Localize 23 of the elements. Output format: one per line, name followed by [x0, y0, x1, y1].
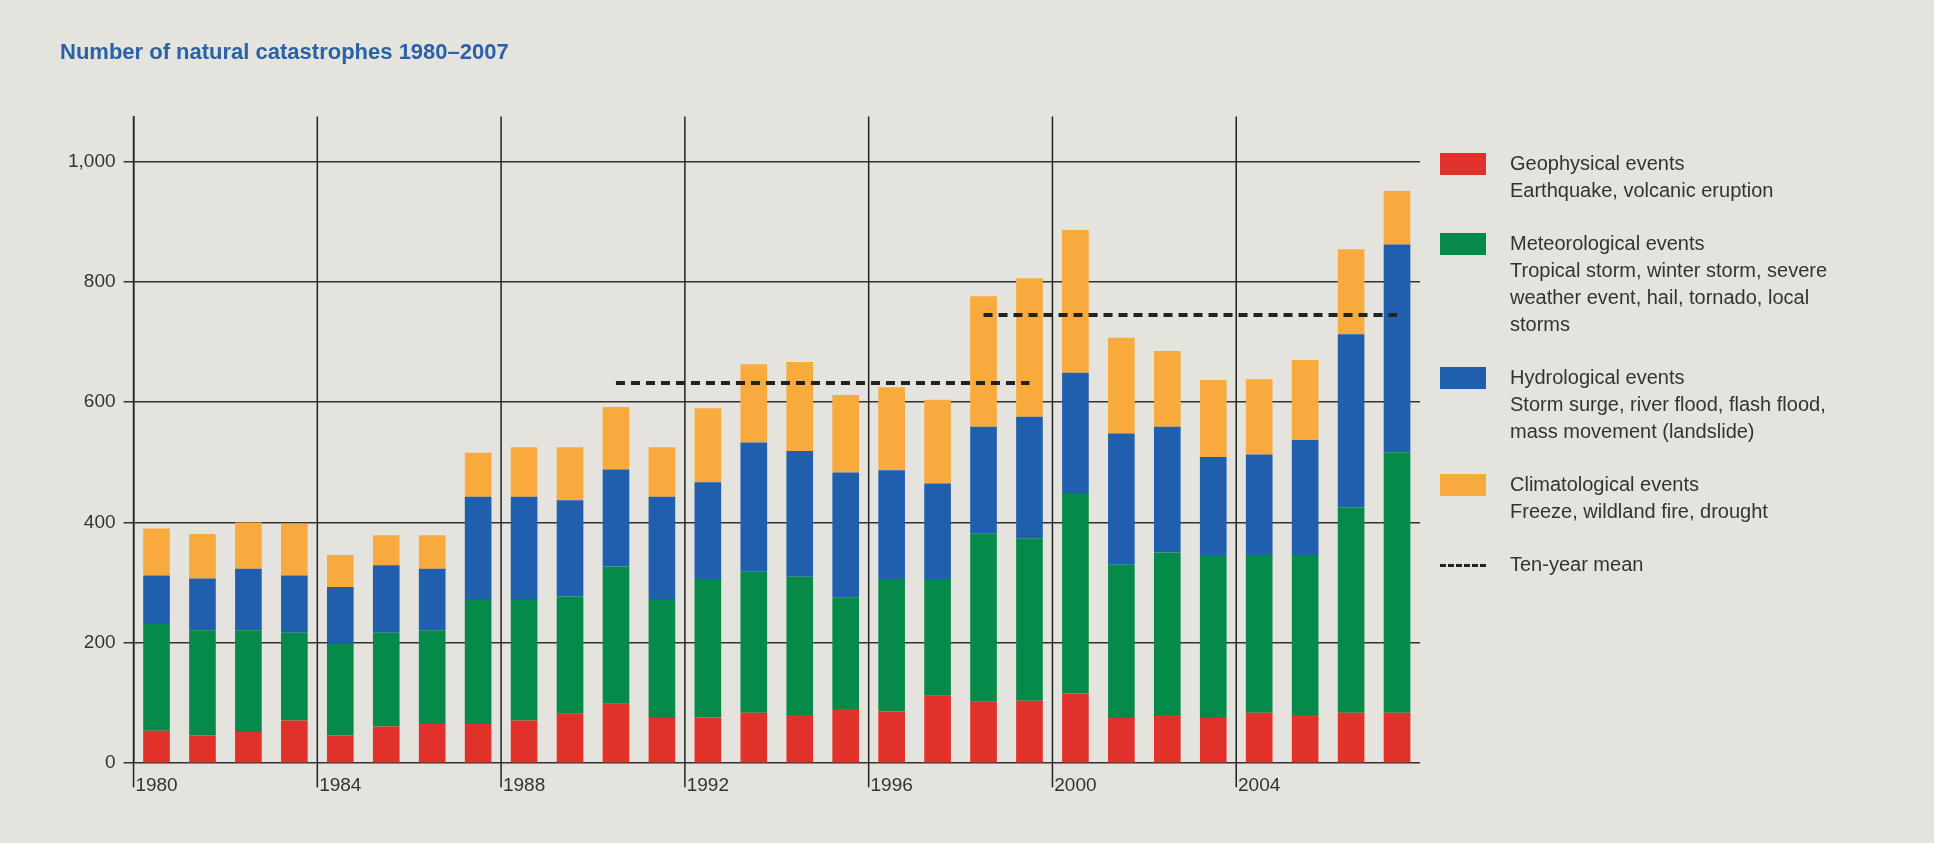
y-tick-label: 600	[83, 390, 116, 412]
text: Tropical storm, winter storm, severe weather event, hail, tornado, local storms	[1510, 258, 1829, 337]
x-tick-label: 1996	[870, 773, 913, 795]
x-tick-label: 1980	[135, 773, 178, 795]
legend-label: Climatological events	[1510, 472, 1700, 497]
y-tick-label: 400	[83, 510, 116, 532]
legend-label: Meteorological events	[1510, 231, 1706, 256]
x-tick-label: 1992	[686, 773, 729, 795]
x-tick-label: 1988	[502, 773, 546, 795]
legend-label: Geophysical events	[1510, 151, 1686, 176]
text: Freeze, wildland fire, drought	[1510, 499, 1768, 524]
x-tick-label: 2004	[1238, 773, 1281, 795]
y-tick-label: 0	[104, 751, 116, 773]
x-tick-label: 1984	[319, 773, 362, 795]
text: Earthquake, volcanic eruption	[1510, 178, 1774, 203]
legend-label: Hydrological events	[1510, 365, 1686, 390]
x-tick-label: 2000	[1054, 773, 1097, 795]
chart-title: Number of natural catastrophes 1980–2007	[60, 39, 509, 65]
legend-label: Ten-year mean	[1510, 552, 1644, 577]
y-tick-label: 1,000	[68, 149, 116, 171]
y-tick-label: 200	[83, 631, 116, 653]
y-tick-label: 800	[83, 270, 116, 292]
text: Storm surge, river flood, flash flood, mass movement (landslide)	[1510, 392, 1827, 444]
